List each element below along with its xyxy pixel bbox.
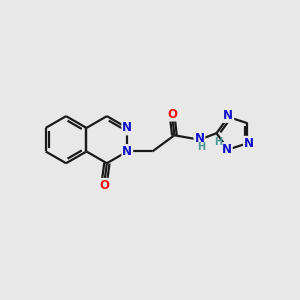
Text: N: N: [223, 109, 233, 122]
Text: H: H: [214, 137, 222, 147]
Text: O: O: [99, 179, 109, 192]
Text: N: N: [122, 122, 132, 134]
Text: N: N: [194, 132, 204, 145]
Text: H: H: [197, 142, 205, 152]
Text: N: N: [222, 143, 232, 156]
Text: O: O: [167, 108, 177, 121]
Text: N: N: [122, 145, 132, 158]
Text: N: N: [244, 137, 254, 150]
